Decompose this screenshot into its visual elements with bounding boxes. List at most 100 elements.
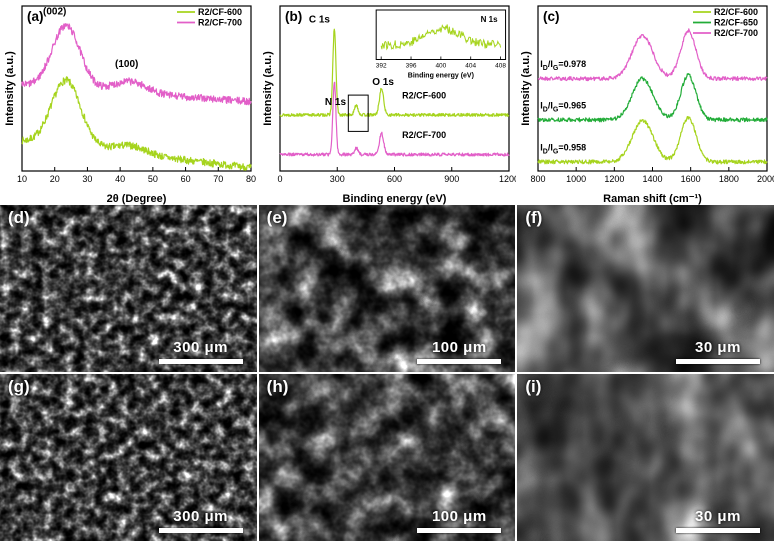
- spectra-row: 10 20 30 40 50 60 70 80 2θ (Degree) Intensity (a.…: [0, 0, 774, 205]
- annotation: C 1s: [309, 15, 331, 26]
- scale-bar-group: 300 μm: [158, 339, 243, 364]
- panel-letter: (d): [8, 208, 30, 227]
- series-R2/CF-600: [537, 116, 768, 165]
- panel-letter: (c): [543, 9, 560, 24]
- sem-texture: [0, 205, 257, 372]
- xrd-chart: 10 20 30 40 50 60 70 80 2θ (Degree) Intensity (a.…: [0, 0, 258, 205]
- sem-panel-f: (f) 30 μm: [517, 205, 774, 372]
- x-tick-label: 1600: [681, 174, 701, 184]
- y-axis-label: Intensity (a.u.): [262, 51, 274, 126]
- plot-frame: [537, 5, 768, 172]
- annotation: ID/IG=0.965: [540, 100, 586, 113]
- x-tick-label: 60: [181, 174, 191, 184]
- inset-x-tick-label: 396: [406, 63, 417, 70]
- raman-chart: 800 1000 1200 1400 1600 1800 2000 Raman shift (…: [516, 0, 774, 205]
- x-tick-label: 900: [444, 174, 459, 184]
- sem-texture: [258, 374, 516, 541]
- scale-bar: [158, 528, 243, 533]
- inset-x-tick-label: 392: [376, 63, 387, 70]
- legend-label: R2/CF-600: [198, 7, 242, 17]
- sem-texture: [517, 205, 774, 372]
- scale-bar-label: 300 μm: [173, 339, 229, 356]
- x-axis-label: 2θ (Degree): [107, 193, 167, 205]
- x-tick-label: 1400: [642, 174, 662, 184]
- panel-letter: (b): [285, 9, 302, 24]
- annotation: (002): [43, 6, 66, 17]
- annotation: O 1s: [372, 77, 394, 88]
- x-axis-label: Binding energy (eV): [343, 193, 447, 205]
- sem-micrograph-g: [0, 374, 257, 541]
- sem-texture: [258, 205, 516, 372]
- sem-micrograph-h: [258, 374, 516, 541]
- x-tick-label: 10: [17, 174, 27, 184]
- annotation: N 1s: [325, 97, 347, 108]
- series-R2/CF-700: [279, 81, 510, 157]
- inset-peak-label: N 1s: [481, 15, 498, 24]
- annotation: R2/CF-700: [402, 130, 446, 140]
- scale-bar: [675, 528, 760, 533]
- scale-bar-group: 100 μm: [417, 508, 502, 533]
- x-tick-label: 1800: [719, 174, 739, 184]
- sem-grid: (d) 300 μm: [0, 205, 774, 541]
- scale-bar-label: 30 μm: [695, 339, 741, 356]
- sem-panel-g: (g) 300 μm: [0, 374, 257, 541]
- series-R2/CF-600: [21, 76, 252, 171]
- scale-bar-group: 100 μm: [417, 339, 502, 364]
- scale-bar-label: 300 μm: [173, 508, 229, 525]
- series-R2/CF-650: [537, 73, 768, 123]
- scale-bar: [417, 528, 502, 533]
- inset-x-axis-label: Binding energy (eV): [408, 73, 474, 80]
- scale-bar-group: 30 μm: [675, 508, 760, 533]
- panel-letter: (a): [27, 9, 44, 24]
- x-tick-label: 50: [148, 174, 158, 184]
- sem-panel-d: (d) 300 μm: [0, 205, 257, 372]
- x-tick-label: 30: [82, 174, 92, 184]
- x-tick-label: 800: [530, 174, 545, 184]
- scale-bar-group: 300 μm: [158, 508, 243, 533]
- scale-bar-label: 100 μm: [431, 508, 487, 525]
- series-R2/CF-600: [279, 28, 510, 117]
- sem-texture: [0, 374, 257, 541]
- x-tick-label: 40: [115, 174, 125, 184]
- scale-bar-group: 30 μm: [675, 339, 760, 364]
- panel-letter: (g): [8, 377, 30, 396]
- inset-x-tick-label: 404: [465, 63, 476, 70]
- sem-micrograph-i: [517, 374, 774, 541]
- y-axis-label: Intensity (a.u.): [4, 51, 16, 126]
- scale-bar: [158, 359, 243, 364]
- sem-panel-i: (i) 30 μm: [517, 374, 774, 541]
- x-tick-label: 1200: [499, 174, 516, 184]
- sem-panel-h: (h) 100 μm: [258, 374, 516, 541]
- panel-letter: (f): [525, 208, 543, 227]
- annotation: ID/IG=0.978: [540, 59, 586, 72]
- legend-label: R2/CF-600: [714, 7, 758, 17]
- annotation: R2/CF-600: [402, 90, 446, 100]
- sem-micrograph-f: [517, 205, 774, 372]
- xps-chart: 0 300 600 900 1200 Binding energy (eV) Intensi…: [258, 0, 516, 205]
- sem-micrograph-d: [0, 205, 257, 372]
- annotation: (100): [115, 59, 138, 70]
- scale-bar-label: 100 μm: [431, 339, 487, 356]
- x-tick-label: 20: [50, 174, 60, 184]
- x-tick-label: 600: [387, 174, 402, 184]
- panel-letter: (i): [525, 377, 542, 396]
- series-R2/CF-700: [21, 23, 252, 106]
- annotation: ID/IG=0.958: [540, 142, 586, 155]
- highlight-box: [347, 94, 369, 132]
- x-tick-label: 1000: [566, 174, 586, 184]
- panel-letter: (h): [266, 377, 289, 396]
- x-tick-label: 2000: [757, 174, 774, 184]
- sem-micrograph-e: [258, 205, 516, 372]
- sem-panel-e: (e) 100 μm: [258, 205, 516, 372]
- y-axis-label: Intensity (a.u.): [520, 51, 532, 126]
- x-tick-label: 1200: [604, 174, 624, 184]
- x-tick-label: 0: [277, 174, 282, 184]
- legend-label: R2/CF-650: [714, 18, 758, 28]
- x-axis-label: Raman shift (cm⁻¹): [603, 193, 702, 205]
- scale-bar: [675, 359, 760, 364]
- sem-texture: [517, 374, 774, 541]
- legend-label: R2/CF-700: [714, 28, 758, 38]
- panel-letter: (e): [266, 208, 288, 227]
- x-tick-label: 70: [213, 174, 223, 184]
